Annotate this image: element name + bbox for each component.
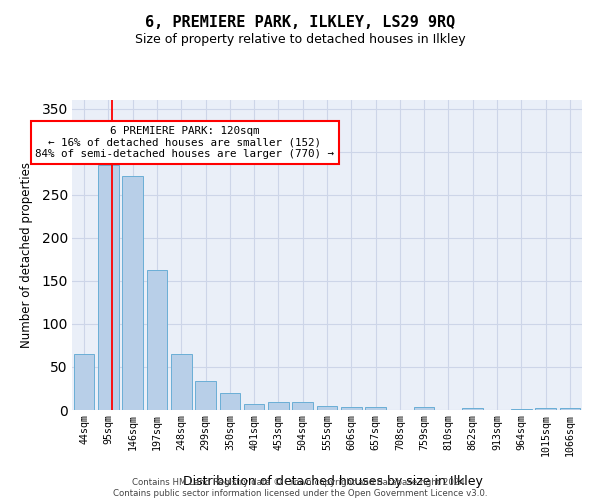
Bar xyxy=(560,408,580,410)
Bar xyxy=(511,409,532,410)
Bar xyxy=(414,408,434,410)
Text: Size of property relative to detached houses in Ilkley: Size of property relative to detached ho… xyxy=(134,32,466,46)
Bar xyxy=(122,176,143,410)
Bar xyxy=(268,402,289,410)
Bar xyxy=(171,354,191,410)
Bar xyxy=(220,393,240,410)
Bar xyxy=(292,402,313,410)
Bar xyxy=(244,404,265,410)
Bar xyxy=(98,166,119,410)
Y-axis label: Number of detached properties: Number of detached properties xyxy=(20,162,33,348)
Text: Distribution of detached houses by size in Ilkley: Distribution of detached houses by size … xyxy=(183,474,483,488)
Bar xyxy=(365,408,386,410)
Text: Contains HM Land Registry data © Crown copyright and database right 2024.
Contai: Contains HM Land Registry data © Crown c… xyxy=(113,478,487,498)
Bar xyxy=(195,380,216,410)
Bar xyxy=(317,406,337,410)
Bar xyxy=(535,408,556,410)
Bar xyxy=(341,406,362,410)
Bar xyxy=(74,354,94,410)
Bar xyxy=(463,408,483,410)
Text: 6, PREMIERE PARK, ILKLEY, LS29 9RQ: 6, PREMIERE PARK, ILKLEY, LS29 9RQ xyxy=(145,15,455,30)
Text: 6 PREMIERE PARK: 120sqm
← 16% of detached houses are smaller (152)
84% of semi-d: 6 PREMIERE PARK: 120sqm ← 16% of detache… xyxy=(35,126,334,159)
Bar xyxy=(146,270,167,410)
